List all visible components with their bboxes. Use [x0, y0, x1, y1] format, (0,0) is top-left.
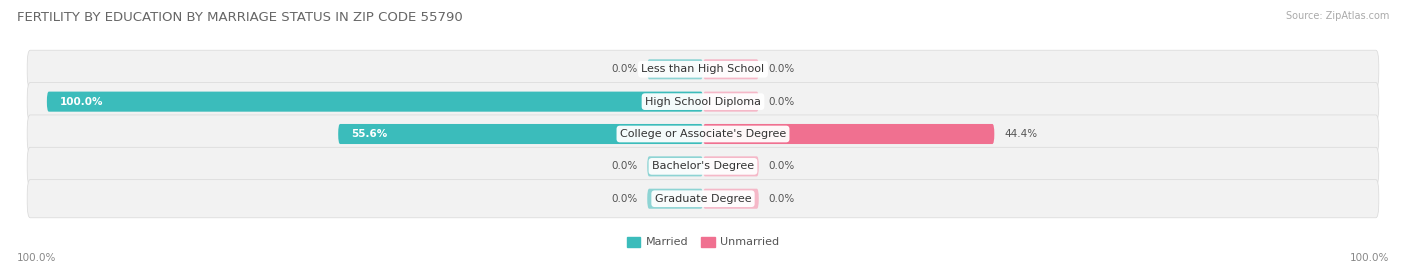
Text: 0.0%: 0.0% [612, 194, 637, 204]
FancyBboxPatch shape [703, 156, 759, 176]
FancyBboxPatch shape [339, 124, 703, 144]
FancyBboxPatch shape [703, 124, 994, 144]
FancyBboxPatch shape [46, 92, 703, 112]
FancyBboxPatch shape [647, 156, 703, 176]
Text: 100.0%: 100.0% [60, 97, 104, 107]
FancyBboxPatch shape [647, 59, 703, 79]
Text: FERTILITY BY EDUCATION BY MARRIAGE STATUS IN ZIP CODE 55790: FERTILITY BY EDUCATION BY MARRIAGE STATU… [17, 11, 463, 24]
FancyBboxPatch shape [27, 115, 1379, 153]
Text: 55.6%: 55.6% [352, 129, 388, 139]
Text: High School Diploma: High School Diploma [645, 97, 761, 107]
FancyBboxPatch shape [703, 189, 759, 209]
FancyBboxPatch shape [27, 147, 1379, 185]
Text: College or Associate's Degree: College or Associate's Degree [620, 129, 786, 139]
FancyBboxPatch shape [647, 189, 703, 209]
FancyBboxPatch shape [27, 180, 1379, 218]
FancyBboxPatch shape [27, 83, 1379, 121]
Text: 100.0%: 100.0% [1350, 253, 1389, 263]
Text: Source: ZipAtlas.com: Source: ZipAtlas.com [1285, 11, 1389, 21]
Text: 0.0%: 0.0% [769, 64, 794, 74]
Text: 0.0%: 0.0% [769, 97, 794, 107]
FancyBboxPatch shape [703, 92, 759, 112]
Legend: Married, Unmarried: Married, Unmarried [621, 232, 785, 252]
Text: Bachelor's Degree: Bachelor's Degree [652, 161, 754, 171]
Text: Less than High School: Less than High School [641, 64, 765, 74]
Text: 0.0%: 0.0% [612, 64, 637, 74]
Text: 44.4%: 44.4% [1004, 129, 1038, 139]
Text: 0.0%: 0.0% [769, 161, 794, 171]
Text: Graduate Degree: Graduate Degree [655, 194, 751, 204]
Text: 100.0%: 100.0% [17, 253, 56, 263]
Text: 0.0%: 0.0% [769, 194, 794, 204]
FancyBboxPatch shape [27, 50, 1379, 88]
FancyBboxPatch shape [703, 59, 759, 79]
Text: 0.0%: 0.0% [612, 161, 637, 171]
